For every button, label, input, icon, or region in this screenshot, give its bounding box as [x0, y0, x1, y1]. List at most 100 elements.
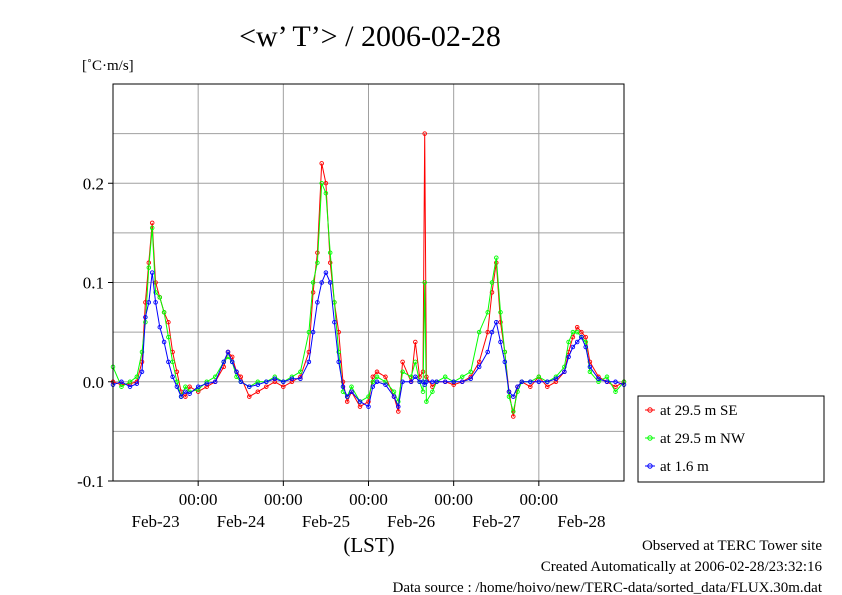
data-point: [396, 404, 401, 409]
data-point: [153, 300, 158, 305]
data-point: [298, 376, 303, 382]
data-point: [583, 344, 588, 350]
data-point: [396, 409, 401, 414]
data-point: [149, 270, 155, 275]
data-point: [357, 404, 363, 409]
data-point: [400, 379, 405, 385]
data-point: [476, 359, 482, 365]
data-point: [511, 414, 516, 419]
data-point: [306, 329, 312, 335]
data-point: [434, 379, 439, 385]
data-point: [579, 329, 584, 335]
data-point: [238, 379, 244, 385]
data-point: [566, 354, 571, 360]
footer-created-text: Created Automatically at 2006-02-28/23:3…: [541, 559, 823, 575]
data-point: [336, 359, 341, 365]
x-axis-label: (LST): [343, 533, 394, 557]
data-point: [451, 382, 456, 387]
data-point: [336, 349, 341, 355]
data-point: [323, 190, 329, 196]
data-point: [161, 339, 167, 345]
data-point: [178, 394, 184, 399]
data-point: [234, 369, 239, 375]
data-point: [255, 379, 261, 385]
data-point: [489, 280, 495, 285]
data-point: [536, 379, 542, 385]
data-point: [229, 359, 235, 365]
y-axis-ticks: -0.1 0.0 0.1 0.2: [77, 174, 113, 491]
data-point: [166, 359, 171, 365]
legend-item: at 1.6 m: [645, 459, 709, 475]
data-point: [161, 310, 167, 315]
data-point: [319, 180, 324, 186]
data-point: [319, 161, 324, 166]
data-point: [370, 384, 376, 389]
data-point: [570, 329, 576, 335]
data-point: [430, 379, 435, 385]
data-point: [153, 290, 158, 295]
data-point: [281, 379, 286, 385]
data-point: [247, 384, 252, 389]
footer-observed-text: Observed at TERC Tower site: [642, 538, 822, 554]
legend-item: at 29.5 m NW: [645, 431, 746, 447]
x-time-tick-label: 00:00: [264, 490, 303, 509]
data-point: [310, 290, 316, 295]
data-point: [383, 374, 388, 380]
data-point: [272, 376, 278, 382]
data-point: [485, 329, 490, 335]
data-point: [195, 387, 201, 392]
data-point: [391, 389, 397, 394]
data-point: [174, 384, 180, 389]
data-point: [315, 260, 320, 265]
data-point: [468, 369, 473, 375]
data-point: [264, 379, 269, 385]
legend-swatch-marker: [647, 435, 653, 441]
data-point: [139, 369, 145, 375]
data-point: [374, 379, 380, 385]
data-point: [204, 381, 209, 386]
data-point: [587, 369, 593, 375]
legend-label: at 29.5 m SE: [660, 403, 738, 419]
data-point: [166, 319, 171, 325]
data-point: [247, 394, 252, 399]
data-point: [298, 369, 303, 375]
data-point: [545, 384, 550, 389]
data-point: [383, 382, 388, 387]
series-line: [112, 271, 625, 409]
data-point: [183, 394, 188, 399]
data-point: [459, 374, 465, 380]
data-point: [281, 384, 286, 389]
data-point: [370, 374, 376, 380]
data-point: [570, 344, 576, 350]
y-tick-label: 0.0: [83, 373, 104, 392]
data-point: [442, 374, 448, 380]
data-point: [323, 180, 329, 186]
x-date-tick-label: Feb-25: [302, 512, 350, 531]
data-point: [424, 379, 429, 385]
data-point: [422, 280, 427, 285]
data-point: [366, 399, 371, 404]
data-point: [264, 384, 269, 389]
chart-title: <w’ T’> / 2006-02-28: [239, 20, 501, 53]
x-time-tick-label: 00:00: [519, 490, 558, 509]
data-point: [613, 384, 618, 389]
data-point: [468, 376, 473, 382]
data-point: [187, 384, 192, 389]
data-point: [494, 255, 499, 260]
data-point: [596, 376, 601, 382]
data-point: [255, 382, 261, 387]
y-axis-unit-label: [˚C·m/s]: [82, 58, 134, 74]
data-point: [255, 389, 261, 394]
y-tick-label: 0.1: [83, 274, 104, 293]
data-point: [400, 369, 405, 375]
data-point: [170, 359, 175, 365]
data-point: [420, 389, 426, 394]
legend-item: at 29.5 m SE: [645, 403, 738, 419]
data-point: [134, 381, 140, 386]
data-point: [383, 379, 388, 385]
data-point: [327, 280, 333, 285]
data-point: [340, 379, 346, 385]
data-point: [183, 389, 188, 394]
data-point: [498, 310, 503, 315]
